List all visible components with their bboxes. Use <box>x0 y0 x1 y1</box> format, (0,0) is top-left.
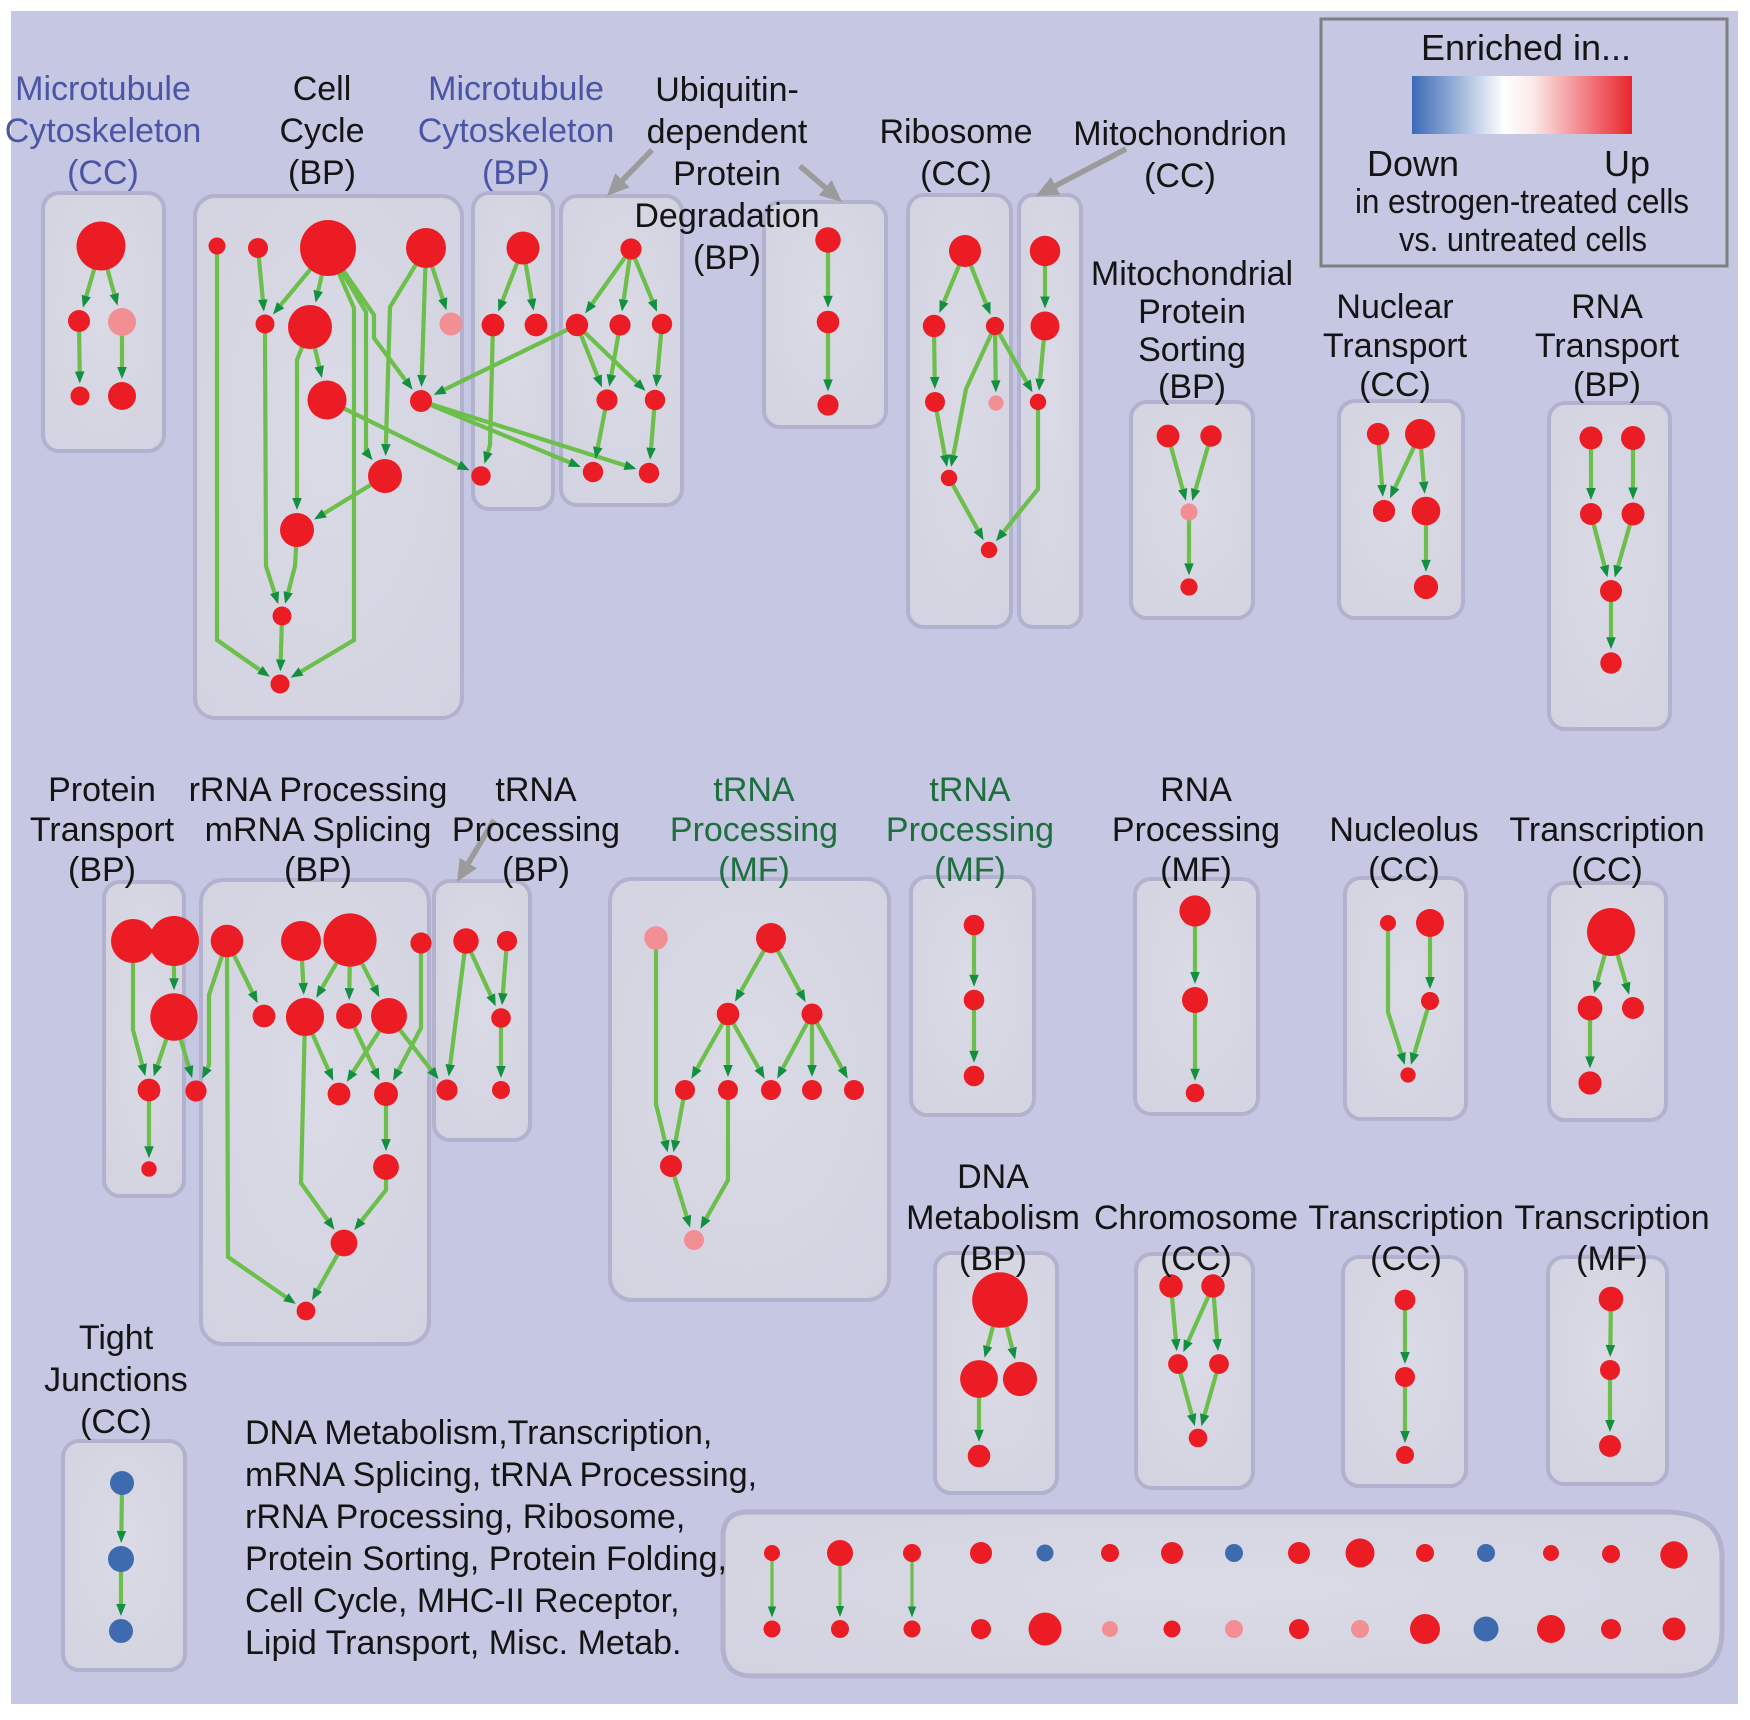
svg-text:Up: Up <box>1604 143 1650 184</box>
svg-text:(MF): (MF) <box>934 851 1006 889</box>
svg-text:(BP): (BP) <box>288 154 356 192</box>
svg-text:Protein: Protein <box>48 771 156 809</box>
svg-text:Transcription: Transcription <box>1509 811 1704 849</box>
svg-text:Cytoskeleton: Cytoskeleton <box>5 112 202 150</box>
svg-text:Cell Cycle, MHC-II Receptor,: Cell Cycle, MHC-II Receptor, <box>245 1582 680 1620</box>
svg-text:mRNA Splicing: mRNA Splicing <box>205 811 432 849</box>
svg-text:(BP): (BP) <box>68 851 136 889</box>
svg-text:Transport: Transport <box>1535 327 1680 365</box>
svg-text:(CC): (CC) <box>1144 157 1216 195</box>
svg-text:Cell: Cell <box>293 70 352 108</box>
svg-text:RNA: RNA <box>1571 288 1643 326</box>
svg-text:Cycle: Cycle <box>279 112 364 150</box>
svg-text:tRNA: tRNA <box>713 771 795 809</box>
svg-text:(BP): (BP) <box>959 1240 1027 1278</box>
svg-text:Protein Sorting, Protein Foldi: Protein Sorting, Protein Folding, <box>245 1540 727 1578</box>
svg-text:Cytoskeleton: Cytoskeleton <box>418 112 615 150</box>
svg-text:Nuclear: Nuclear <box>1336 288 1453 326</box>
svg-text:Down: Down <box>1367 143 1459 184</box>
svg-text:(CC): (CC) <box>67 154 139 192</box>
svg-text:(CC): (CC) <box>1160 1240 1232 1278</box>
svg-text:mRNA Splicing, tRNA Processing: mRNA Splicing, tRNA Processing, <box>245 1456 757 1494</box>
svg-text:(CC): (CC) <box>920 155 992 193</box>
svg-text:Transport: Transport <box>1323 327 1468 365</box>
svg-text:RNA: RNA <box>1160 771 1232 809</box>
svg-text:in estrogen-treated cells: in estrogen-treated cells <box>1355 183 1689 221</box>
svg-text:Lipid Transport, Misc. Metab.: Lipid Transport, Misc. Metab. <box>245 1624 682 1662</box>
svg-text:vs. untreated cells: vs. untreated cells <box>1399 221 1647 259</box>
svg-text:(CC): (CC) <box>1359 366 1431 404</box>
svg-text:dependent: dependent <box>647 113 808 151</box>
svg-text:(BP): (BP) <box>482 154 550 192</box>
svg-text:(MF): (MF) <box>1576 1240 1648 1278</box>
svg-text:Transcription: Transcription <box>1514 1199 1709 1237</box>
svg-text:Enriched in...: Enriched in... <box>1421 27 1631 68</box>
svg-text:rRNA Processing: rRNA Processing <box>189 771 448 809</box>
svg-text:rRNA Processing, Ribosome,: rRNA Processing, Ribosome, <box>245 1498 685 1536</box>
svg-text:(BP): (BP) <box>693 239 761 277</box>
svg-text:Protein: Protein <box>673 155 781 193</box>
svg-text:Mitochondrion: Mitochondrion <box>1073 115 1287 153</box>
svg-text:Ubiquitin-: Ubiquitin- <box>655 71 799 109</box>
svg-text:Transcription: Transcription <box>1308 1199 1503 1237</box>
svg-text:(BP): (BP) <box>502 851 570 889</box>
svg-text:Nucleolus: Nucleolus <box>1329 811 1478 849</box>
svg-text:Microtubule: Microtubule <box>428 70 604 108</box>
svg-text:Sorting: Sorting <box>1138 331 1246 369</box>
svg-text:(BP): (BP) <box>1573 366 1641 404</box>
svg-text:Protein: Protein <box>1138 293 1246 331</box>
svg-text:DNA Metabolism,Transcription,: DNA Metabolism,Transcription, <box>245 1414 712 1452</box>
svg-text:(BP): (BP) <box>1158 368 1226 406</box>
svg-text:DNA: DNA <box>957 1158 1029 1196</box>
svg-text:Metabolism: Metabolism <box>906 1199 1080 1237</box>
svg-text:(BP): (BP) <box>284 851 352 889</box>
svg-text:(CC): (CC) <box>1368 851 1440 889</box>
svg-text:Junctions: Junctions <box>44 1361 188 1399</box>
svg-text:Transport: Transport <box>30 811 175 849</box>
svg-text:tRNA: tRNA <box>495 771 577 809</box>
svg-text:Chromosome: Chromosome <box>1094 1199 1298 1237</box>
svg-text:(CC): (CC) <box>1370 1240 1442 1278</box>
svg-text:Processing: Processing <box>886 811 1054 849</box>
svg-text:Processing: Processing <box>452 811 620 849</box>
svg-text:Processing: Processing <box>1112 811 1280 849</box>
svg-text:Processing: Processing <box>670 811 838 849</box>
svg-text:Mitochondrial: Mitochondrial <box>1091 255 1293 293</box>
svg-text:(MF): (MF) <box>718 851 790 889</box>
svg-text:Microtubule: Microtubule <box>15 70 191 108</box>
svg-text:Tight: Tight <box>79 1319 154 1357</box>
svg-text:(CC): (CC) <box>80 1403 152 1441</box>
svg-text:tRNA: tRNA <box>929 771 1011 809</box>
svg-text:Ribosome: Ribosome <box>879 113 1032 151</box>
svg-text:(MF): (MF) <box>1160 851 1232 889</box>
svg-text:(CC): (CC) <box>1571 851 1643 889</box>
svg-text:Degradation: Degradation <box>634 197 819 235</box>
